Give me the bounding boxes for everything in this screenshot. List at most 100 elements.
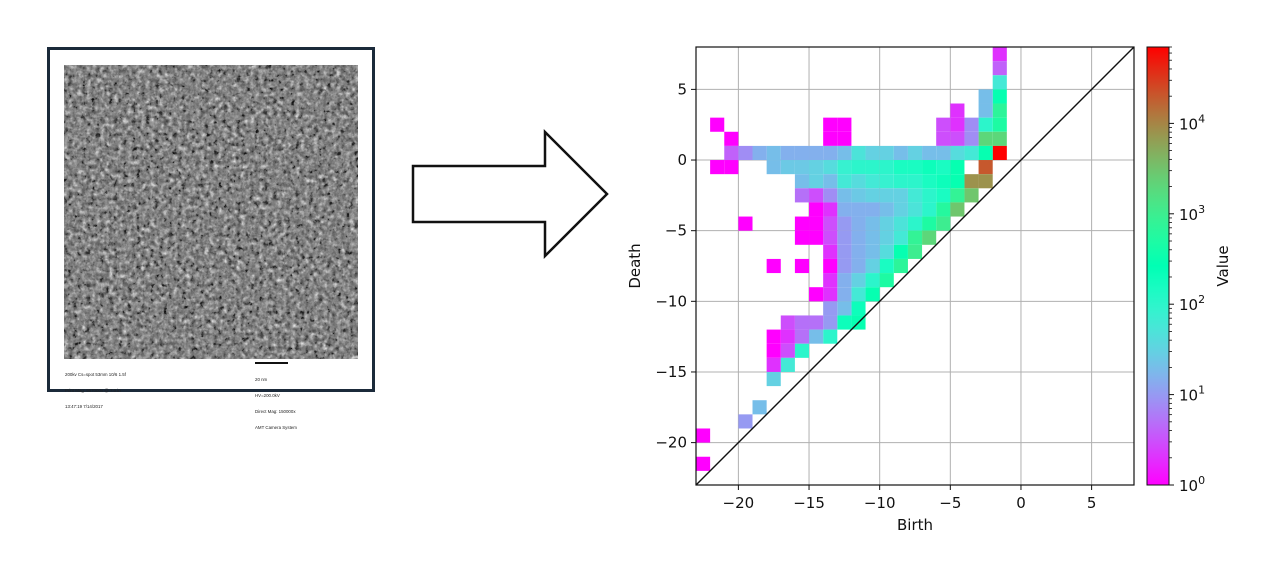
- heatmap-cell: [950, 145, 965, 161]
- right-arrow-icon: [411, 128, 609, 260]
- x-axis-label: Birth: [897, 516, 933, 534]
- caption-line: HV=200.0kV: [255, 393, 280, 399]
- heatmap-cell: [865, 160, 880, 175]
- heatmap-cell: [922, 145, 937, 161]
- heatmap-cell: [851, 258, 866, 274]
- heatmap-cell: [823, 202, 838, 217]
- heatmap-cell: [907, 188, 923, 203]
- colorbar-ticks: 100 101 102 103 104: [1169, 46, 1205, 495]
- heatmap-cell: [738, 145, 753, 161]
- caption-line: 20 nm: [255, 376, 268, 382]
- heatmap-cell: [780, 315, 795, 330]
- heatmap-cell: [837, 160, 852, 175]
- heatmap-cell: [696, 428, 711, 443]
- heatmap-cell: [823, 273, 838, 288]
- caption-line: Print Mag: 957000x @ 7.0 in: [65, 388, 121, 394]
- heatmap-cell: [823, 160, 838, 175]
- heatmap-cell: [992, 145, 1007, 161]
- heatmap-cell: [794, 174, 810, 189]
- heatmap-cell: [738, 216, 753, 231]
- heatmap-cell: [794, 329, 810, 344]
- caption-line: Direct Mag: 150000x: [255, 409, 296, 415]
- heatmap-cell: [766, 329, 781, 344]
- heatmap-cell: [837, 244, 852, 259]
- heatmap-cell: [837, 273, 852, 288]
- heatmap-cell: [893, 145, 908, 161]
- heatmap-cell: [907, 145, 923, 161]
- x-tick-label: −10: [864, 494, 896, 512]
- heatmap-cell: [710, 160, 725, 175]
- heatmap-cell: [823, 216, 838, 231]
- heatmap-cell: [922, 216, 937, 231]
- heatmap-cell: [823, 258, 838, 274]
- heatmap-cell: [964, 117, 979, 132]
- heatmap-cell: [823, 301, 838, 316]
- colorbar-tick-label: 102: [1179, 293, 1205, 314]
- heatmap-cell: [724, 131, 739, 146]
- heatmap-cell: [865, 216, 880, 231]
- heatmap-cell: [964, 145, 979, 161]
- heatmap-cell: [893, 174, 908, 189]
- heatmap-cell: [823, 287, 838, 302]
- heatmap-cell: [837, 301, 852, 316]
- heatmap-cell: [936, 117, 951, 132]
- heatmap-cell: [823, 117, 838, 132]
- heatmap-cell: [809, 216, 824, 231]
- colorbar-label: Value: [1214, 245, 1232, 286]
- heatmap-cell: [752, 145, 767, 161]
- heatmap-cell: [893, 258, 908, 274]
- heatmap-cell: [978, 174, 993, 189]
- heatmap-cell: [936, 160, 951, 175]
- heatmap-cell: [992, 47, 1007, 62]
- heatmap-cell: [922, 230, 937, 245]
- heatmap-cell: [851, 188, 866, 203]
- colorbar-tick-label: 101: [1179, 384, 1205, 405]
- heatmap-cell: [907, 160, 923, 175]
- heatmap-cell: [851, 230, 866, 245]
- heatmap-cell: [978, 117, 993, 132]
- y-tick-label: 0: [677, 151, 687, 169]
- heatmap-cell: [865, 230, 880, 245]
- y-tick-label: 5: [677, 80, 687, 98]
- heatmap-cell: [851, 273, 866, 288]
- x-tick-label: −5: [939, 494, 961, 512]
- heatmap-cell: [752, 400, 767, 415]
- heatmap-cell: [823, 188, 838, 203]
- y-axis: 5 0 −5 −10 −15 −20: [655, 80, 696, 452]
- heatmap-cell: [893, 244, 908, 259]
- heatmap-cell: [837, 216, 852, 231]
- heatmap-cell: [992, 75, 1007, 90]
- heatmap-cell: [837, 188, 852, 203]
- heatmap-cell: [992, 89, 1007, 104]
- heatmap-cell: [978, 103, 993, 118]
- heatmap-cell: [978, 145, 993, 161]
- heatmap-cell: [936, 145, 951, 161]
- heatmap-cell: [710, 117, 725, 132]
- heatmap-cell: [950, 103, 965, 118]
- heatmap-cell: [865, 244, 880, 259]
- heatmap-cell: [823, 131, 838, 146]
- heatmap-cell: [907, 202, 923, 217]
- heatmap-cell: [950, 174, 965, 189]
- x-tick-label: 0: [1016, 494, 1026, 512]
- heatmap-cell: [766, 145, 781, 161]
- heatmap-cell: [837, 131, 852, 146]
- heatmap-cell: [922, 202, 937, 217]
- heatmap-cell: [809, 188, 824, 203]
- heatmap-cell: [978, 160, 993, 175]
- heatmap-cells: [696, 47, 1007, 471]
- caption-line: 13:47:19 7/14/2017: [65, 404, 103, 410]
- colorbar: [1146, 46, 1170, 486]
- heatmap-cell: [936, 131, 951, 146]
- heatmap-cell: [809, 315, 824, 330]
- heatmap-cell: [964, 174, 979, 189]
- heatmap-cell: [950, 188, 965, 203]
- heatmap-cell: [865, 202, 880, 217]
- diagonal-line: [695, 46, 1135, 486]
- heatmap-cell: [766, 357, 781, 372]
- heatmap-cell: [794, 216, 810, 231]
- heatmap-cell: [780, 329, 795, 344]
- heatmap-cell: [794, 188, 810, 203]
- heatmap-cell: [766, 160, 781, 175]
